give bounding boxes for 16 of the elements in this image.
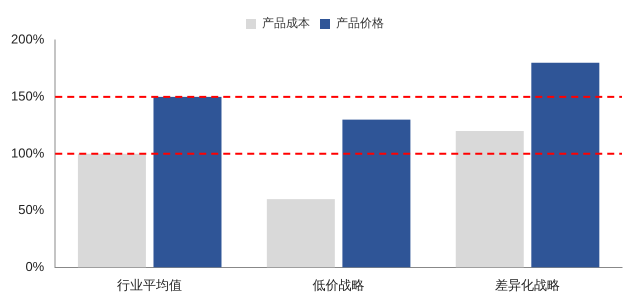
x-tick-label: 低价战略: [312, 278, 365, 294]
bar: [266, 199, 335, 268]
y-tick-label: 100%: [11, 145, 45, 160]
x-tick-label: 差异化战略: [495, 278, 560, 294]
x-tick-label: 行业平均值: [117, 278, 182, 294]
y-tick-label: 150%: [11, 88, 45, 104]
legend-label: 产品成本: [262, 16, 310, 30]
bar: [531, 62, 600, 268]
bar: [342, 120, 410, 268]
legend-label: 产品价格: [336, 16, 384, 30]
y-tick-label: 50%: [18, 202, 45, 218]
bar: [78, 154, 146, 268]
bar: [456, 130, 524, 268]
y-tick-label: 200%: [11, 32, 45, 47]
y-tick-label: 0%: [25, 258, 45, 274]
bar: [153, 96, 222, 268]
